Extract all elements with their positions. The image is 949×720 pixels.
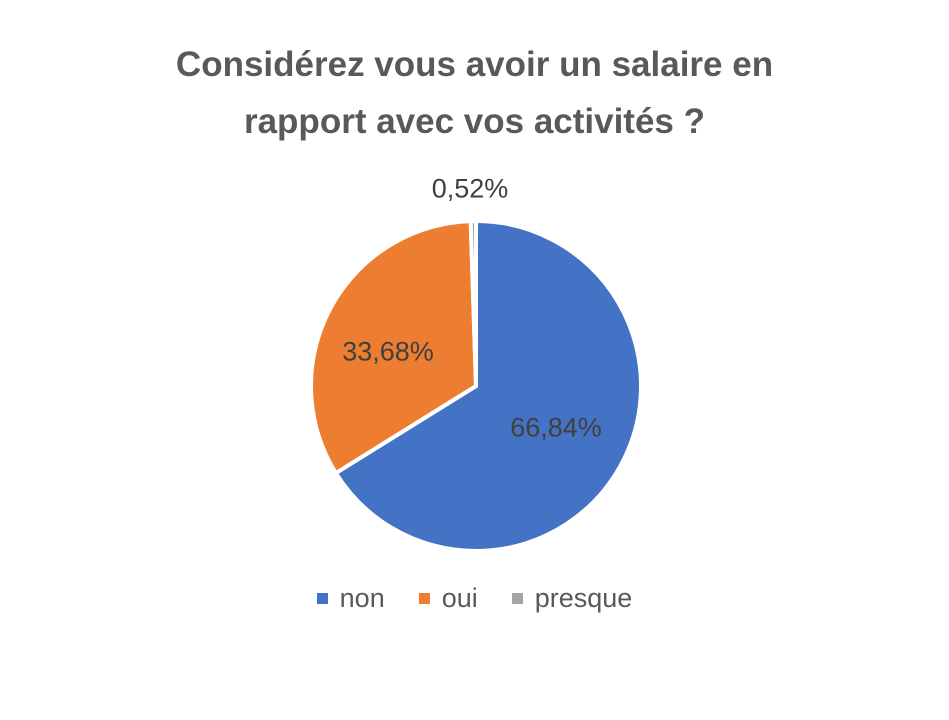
legend-item-oui: oui (418, 583, 478, 614)
legend-swatch-non (316, 593, 328, 604)
legend-item-presque: presque (511, 583, 633, 614)
legend-swatch-presque (511, 593, 523, 604)
pie-slice-presque (468, 218, 478, 388)
chart-legend: non oui presque (0, 583, 949, 614)
chart-title: Considérez vous avoir un salaire en rapp… (0, 36, 949, 150)
data-label-oui: 33,68% (342, 336, 434, 367)
chart-title-line-1: Considérez vous avoir un salaire en (175, 45, 774, 84)
legend-label-presque: presque (534, 583, 633, 613)
pie-slices (309, 218, 643, 553)
pie-slice-oui (309, 219, 478, 476)
legend-label-non: non (339, 583, 385, 613)
chart-title-line-2: rapport avec vos activités ? (243, 102, 706, 141)
data-label-presque: 0,52% (431, 173, 509, 204)
data-label-non: 66,84% (510, 412, 602, 443)
legend-item-non: non (316, 583, 385, 614)
legend-swatch-oui (418, 593, 430, 604)
pie-slice-non (333, 219, 643, 553)
legend-label-oui: oui (441, 583, 478, 613)
